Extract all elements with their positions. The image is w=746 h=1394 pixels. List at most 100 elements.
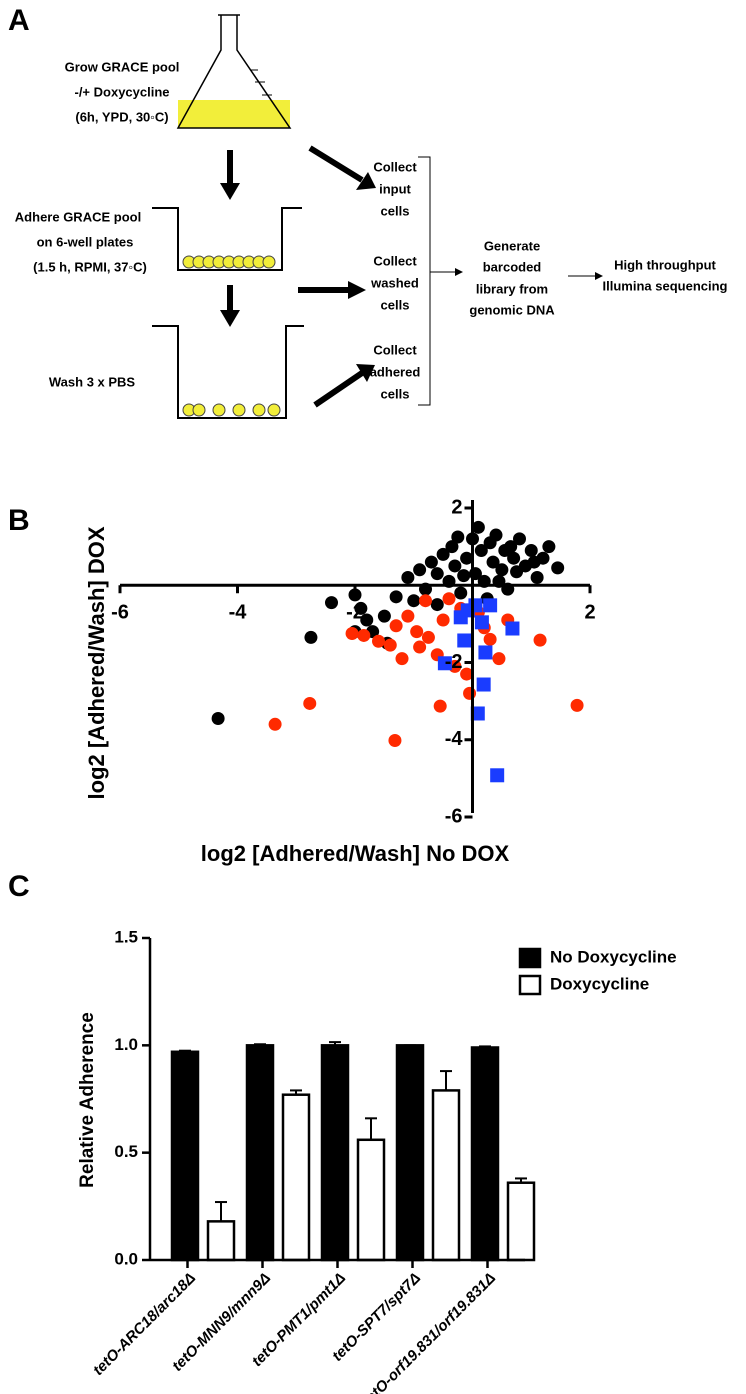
point <box>360 613 374 627</box>
arrow-heads <box>220 172 603 382</box>
legend-label: No Doxycycline <box>550 947 677 966</box>
flask-marks <box>250 69 272 96</box>
point <box>471 520 485 534</box>
point <box>410 625 424 639</box>
bar <box>470 1046 500 1262</box>
point <box>530 571 544 585</box>
point <box>524 543 538 557</box>
label: Generate <box>484 238 540 253</box>
point <box>551 561 565 575</box>
point <box>421 630 435 644</box>
label: cells <box>381 386 410 401</box>
y-axis-label: log2 [Adhered/Wash] DOX <box>84 526 109 799</box>
point <box>345 627 359 641</box>
label: barcoded <box>483 259 542 274</box>
label: (1.5 h, RPMI, 37◦C) <box>33 259 147 274</box>
bar <box>170 1050 200 1262</box>
point <box>495 563 509 577</box>
bar <box>281 1093 311 1262</box>
panel-a <box>152 14 603 419</box>
bar <box>431 1089 461 1262</box>
point <box>372 634 385 648</box>
label: Collect <box>373 342 417 357</box>
panel-letter: B <box>8 504 30 537</box>
label: library from <box>476 281 548 296</box>
point <box>505 621 520 636</box>
point <box>413 563 427 577</box>
point <box>470 706 485 721</box>
point <box>474 543 488 557</box>
point <box>407 594 421 608</box>
bracket <box>418 156 597 406</box>
label: Illumina sequencing <box>603 278 728 293</box>
point <box>268 717 282 731</box>
bar <box>245 1044 275 1262</box>
label: High throughput <box>614 257 716 272</box>
point <box>453 610 468 625</box>
point <box>463 686 477 700</box>
well <box>152 325 304 419</box>
label: cells <box>381 203 410 218</box>
point <box>533 633 547 647</box>
y-tick-label: -2 <box>445 651 463 673</box>
flask <box>176 14 292 129</box>
point <box>570 698 584 712</box>
point <box>507 551 521 565</box>
y-tick-label: -6 <box>445 805 463 827</box>
point <box>542 540 556 554</box>
point <box>303 696 317 710</box>
point <box>401 571 415 585</box>
label: Wash 3 x PBS <box>49 374 136 389</box>
point <box>457 633 472 648</box>
panel-a-labels: Grow GRACE pool -/+ Doxycycline (6h, YPD… <box>15 59 728 401</box>
point <box>474 615 489 630</box>
y-tick-label: 1.0 <box>114 1035 138 1054</box>
point <box>354 601 368 615</box>
cells <box>182 255 281 417</box>
point <box>424 555 438 569</box>
point <box>492 652 506 666</box>
x-tick-label: 2 <box>584 602 595 624</box>
point <box>325 596 338 610</box>
point <box>442 592 456 606</box>
point <box>357 628 371 642</box>
label: on 6-well plates <box>37 234 134 249</box>
point <box>504 540 518 554</box>
y-tick-label: 2 <box>451 496 462 518</box>
legend-label: Doxycycline <box>550 974 649 993</box>
legend-swatch <box>518 947 542 969</box>
label: Collect <box>373 253 417 268</box>
label: Grow GRACE pool <box>65 59 180 74</box>
x-tick-label: -6 <box>111 602 129 624</box>
point <box>527 555 541 569</box>
point <box>436 613 450 627</box>
point <box>413 640 427 654</box>
label: washed <box>370 275 419 290</box>
point <box>489 528 503 542</box>
y-tick-label: 0.5 <box>114 1142 138 1161</box>
point <box>457 569 471 583</box>
label: Adhere GRACE pool <box>15 209 141 224</box>
point <box>433 699 447 713</box>
point <box>451 530 465 544</box>
arrows <box>227 145 364 408</box>
label: adhered <box>370 364 421 379</box>
legend-swatch <box>518 974 542 996</box>
point <box>478 645 493 660</box>
point <box>460 667 474 681</box>
x-tick-label: -2 <box>346 602 364 624</box>
panel-letter: A <box>8 4 30 37</box>
point <box>430 598 444 612</box>
point <box>430 567 444 581</box>
point <box>437 656 452 671</box>
label: input <box>379 181 411 196</box>
label: cells <box>381 297 410 312</box>
x-axis-label: log2 [Adhered/Wash] No DOX <box>201 841 510 866</box>
point <box>348 588 362 602</box>
label: genomic DNA <box>469 302 555 317</box>
bar <box>320 1044 350 1262</box>
label: -/+ Doxycycline <box>74 84 169 99</box>
bar <box>506 1181 536 1262</box>
label: Collect <box>373 159 417 174</box>
